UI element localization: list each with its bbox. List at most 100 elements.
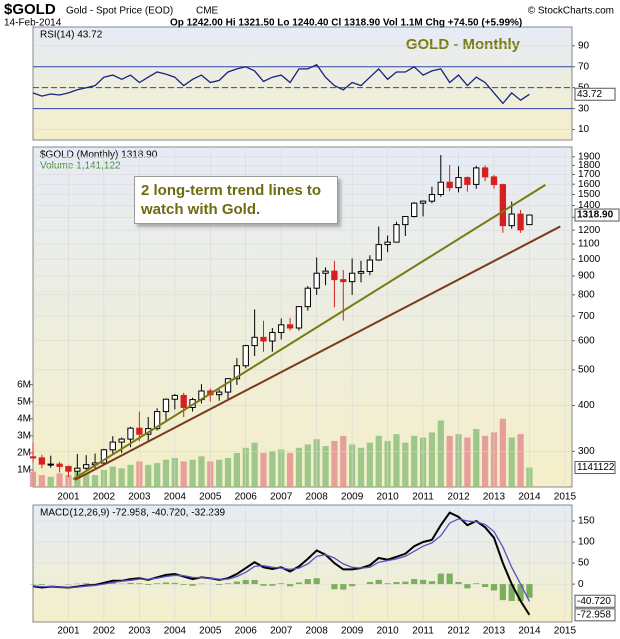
volume-bar	[233, 452, 241, 487]
histogram-bar	[375, 579, 382, 585]
macd-label: MACD(12,26,9) -72.958, -40.720, -32.239	[40, 508, 226, 519]
histogram-bar	[402, 581, 409, 585]
candle-body	[109, 441, 116, 451]
candle-body	[402, 215, 409, 226]
candle-body	[278, 324, 285, 333]
candle-body	[295, 306, 303, 329]
histogram-bar	[109, 582, 116, 585]
value-tag: 43.72	[577, 89, 602, 100]
price-legend: $GOLD (Monthly) 1318.90	[40, 150, 158, 161]
candle-body	[393, 224, 400, 243]
candle-body	[38, 457, 46, 465]
histogram-bar	[304, 579, 311, 585]
histogram-bar	[366, 582, 373, 585]
symbol: $GOLD	[4, 1, 56, 18]
annotation: 2 long-term trend lines to watch with Go…	[134, 176, 338, 224]
candle-body	[366, 259, 374, 272]
candle-body	[419, 200, 427, 204]
candle-body	[384, 241, 391, 246]
volume-bar	[180, 461, 187, 487]
x-tick-label: 2005	[199, 492, 222, 503]
histogram-bar	[242, 579, 249, 585]
candle-body	[127, 427, 134, 440]
candle-body	[251, 336, 258, 347]
x-tick-label: 2011	[412, 492, 434, 503]
candle-body	[464, 177, 471, 185]
candle-body	[153, 411, 161, 430]
candle-body	[473, 167, 480, 185]
x-tick-label: 2015	[554, 492, 577, 503]
histogram-bar	[313, 578, 320, 585]
volume-legend: Volume 1,141,122	[40, 161, 121, 172]
series-line	[32, 511, 531, 616]
y-tick-label: 100	[578, 537, 595, 548]
x-tick-label: 2008	[306, 492, 329, 503]
candle-body	[375, 244, 382, 261]
volume-bar	[286, 452, 294, 487]
series-line	[32, 63, 530, 105]
histogram-bar	[162, 582, 170, 585]
volume-bar	[322, 446, 329, 487]
candle-body	[313, 272, 320, 289]
candle-body	[260, 336, 267, 342]
y-tick-label: 1600	[578, 179, 601, 190]
candle-body	[411, 202, 418, 217]
candle-body	[180, 394, 187, 408]
histogram-bar	[526, 584, 533, 598]
histogram-bar	[224, 583, 232, 585]
y-tick-label: 150	[578, 516, 595, 527]
y-tick-label: 6M	[17, 379, 31, 390]
value-tag-box	[574, 594, 616, 608]
candle-body	[233, 365, 241, 380]
value-tag-box	[574, 208, 620, 222]
y-tick-label: 1800	[578, 160, 601, 171]
x-tick-label: 2004	[164, 492, 187, 503]
volume-bar	[473, 429, 480, 487]
candle-body	[65, 465, 72, 472]
y-tick-label: 90	[578, 40, 590, 51]
y-tick-label: 4M	[17, 413, 31, 424]
histogram-bar	[455, 582, 462, 585]
histogram-bar	[38, 584, 45, 585]
y-tick-label: 0	[578, 579, 584, 590]
candle-body	[216, 391, 223, 396]
histogram-bar	[278, 583, 285, 585]
volume-bar	[38, 475, 45, 487]
histogram-bar	[154, 583, 161, 585]
candle-body	[357, 270, 365, 274]
value-tag: 1141122	[577, 462, 615, 473]
y-tick-label: 50	[578, 558, 590, 569]
histogram-bar	[384, 583, 391, 585]
rsi-label: RSI(14) 43.72	[40, 30, 103, 41]
trend-line	[72, 184, 546, 481]
x-tick-label: 2009	[341, 626, 364, 637]
y-tick-label: 1M	[17, 465, 31, 476]
volume-bar	[295, 447, 303, 487]
x-tick-label: 2006	[235, 626, 258, 637]
candle-body	[118, 438, 125, 443]
volume-bar	[198, 456, 205, 487]
histogram-bar	[145, 584, 152, 585]
volume-bar	[145, 464, 152, 487]
x-tick-label: 2012	[447, 492, 470, 503]
volume-bar	[189, 459, 196, 487]
candle-body	[171, 394, 179, 400]
volume-bar	[499, 418, 506, 487]
date: 14-Feb-2014	[4, 18, 62, 29]
volume-bar	[56, 473, 63, 487]
candle-body	[304, 287, 311, 308]
histogram-bar	[295, 582, 303, 585]
candle-body	[100, 449, 108, 464]
x-tick-label: 2004	[164, 626, 187, 637]
volume-bar	[375, 435, 382, 487]
candle-body	[481, 167, 489, 178]
volume-bar	[269, 451, 276, 487]
y-tick-label: 1200	[578, 225, 601, 236]
x-tick-label: 2006	[235, 492, 258, 503]
histogram-bar	[393, 582, 400, 585]
histogram-bar	[517, 584, 524, 601]
volume-bar	[109, 466, 116, 487]
value-tag: -72.958	[577, 609, 611, 620]
value-tag-box	[574, 608, 616, 622]
y-tick-label: 2M	[17, 448, 31, 459]
